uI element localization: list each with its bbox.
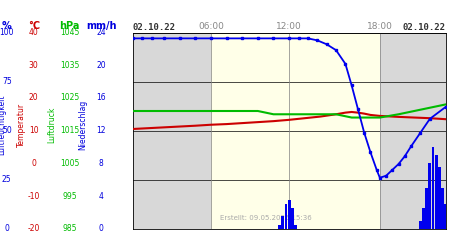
Text: Erstellt: 09.05.2025 15:36: Erstellt: 09.05.2025 15:36 [220, 215, 312, 221]
Text: 1045: 1045 [60, 28, 80, 37]
Text: Luftdruck: Luftdruck [47, 107, 56, 143]
Text: 02.10.22: 02.10.22 [133, 24, 176, 32]
Text: 16: 16 [96, 94, 106, 102]
Text: 0: 0 [32, 159, 36, 168]
Text: 40: 40 [29, 28, 39, 37]
Text: 1025: 1025 [60, 94, 79, 102]
Text: 1015: 1015 [60, 126, 79, 135]
Bar [419, 220, 422, 229]
Text: 0: 0 [4, 224, 9, 233]
Text: 10: 10 [29, 126, 39, 135]
Text: 20: 20 [29, 94, 39, 102]
Text: °C: °C [28, 21, 40, 31]
Text: 995: 995 [63, 192, 77, 200]
Text: 1005: 1005 [60, 159, 80, 168]
Text: Luftfeuchtigkeit: Luftfeuchtigkeit [0, 95, 6, 155]
Bar [294, 225, 297, 229]
Text: mm/h: mm/h [86, 21, 117, 31]
Bar [288, 200, 291, 229]
Bar [291, 208, 294, 229]
Text: 02.10.22: 02.10.22 [402, 24, 446, 32]
Text: hPa: hPa [59, 21, 80, 31]
Bar [279, 225, 281, 229]
Text: 12: 12 [96, 126, 106, 135]
Bar [281, 216, 284, 229]
Bar [438, 168, 441, 229]
Text: 75: 75 [2, 77, 12, 86]
Text: 4: 4 [99, 192, 104, 200]
Text: 20: 20 [96, 61, 106, 70]
Text: 985: 985 [63, 224, 77, 233]
Bar [284, 204, 288, 229]
Bar [432, 147, 434, 229]
Text: -10: -10 [27, 192, 40, 200]
Bar [441, 188, 444, 229]
Bar [425, 188, 428, 229]
Bar [435, 155, 437, 229]
Text: 50: 50 [2, 126, 12, 135]
Text: 8: 8 [99, 159, 104, 168]
Text: -20: -20 [27, 224, 40, 233]
Text: 24: 24 [96, 28, 106, 37]
Text: 30: 30 [29, 61, 39, 70]
Bar [444, 204, 447, 229]
Text: 0: 0 [99, 224, 104, 233]
Text: %: % [2, 21, 12, 31]
Text: 25: 25 [2, 175, 12, 184]
Text: 1035: 1035 [60, 61, 80, 70]
Bar [422, 208, 425, 229]
Text: Niederschlag: Niederschlag [79, 100, 88, 150]
Bar [211, 32, 380, 229]
Text: 100: 100 [0, 28, 14, 37]
Text: Temperatur: Temperatur [17, 103, 26, 147]
Bar [428, 163, 431, 229]
